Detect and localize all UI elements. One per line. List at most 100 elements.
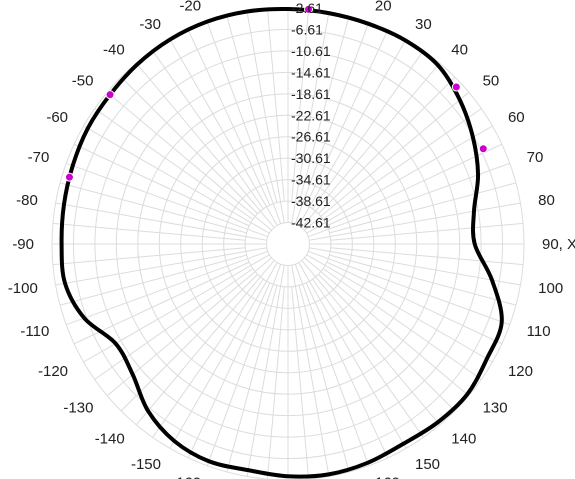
grid-spoke	[66, 162, 269, 238]
angle-tick-label: 60	[508, 109, 525, 126]
grid-spoke	[206, 263, 282, 466]
angle-tick-label: -40	[103, 41, 125, 58]
angle-tick-label: -20	[179, 0, 201, 14]
angle-tick-label: -80	[16, 192, 38, 209]
angle-tick-label: 130	[483, 399, 508, 416]
grid-spoke	[294, 22, 370, 225]
angle-tick-label: -90	[12, 236, 34, 253]
grid-spoke	[169, 262, 278, 449]
grid-spoke	[83, 125, 270, 234]
grid-spoke	[306, 254, 493, 363]
angle-tick-label: 80	[538, 192, 555, 209]
series-line-0	[59, 6, 504, 479]
grid-spoke	[329, 182, 517, 234]
grid-spoke	[304, 257, 470, 397]
angle-tick-label: -50	[72, 73, 94, 90]
angle-tick-label: -100	[8, 280, 38, 297]
radial-tick-label: -34.61	[291, 172, 331, 188]
radial-tick-label: -6.61	[291, 21, 323, 37]
grid-spoke	[266, 286, 285, 479]
radial-tick-label: -26.61	[291, 129, 331, 145]
grid-spoke	[187, 29, 271, 206]
radial-tick-label: -30.61	[291, 150, 331, 166]
radial-tick-label: -42.61	[291, 215, 331, 231]
grid-spoke	[246, 265, 285, 477]
angle-tick-label: 110	[527, 323, 551, 340]
grid-spoke	[326, 143, 503, 227]
angle-tick-label: -150	[131, 456, 161, 473]
data-marker-3	[105, 90, 115, 100]
series-layer	[59, 6, 504, 479]
grid-spoke	[322, 268, 482, 380]
grid-spoke	[120, 76, 259, 215]
grid-spoke	[52, 222, 246, 241]
grid-spoke	[52, 247, 246, 266]
grid-spoke	[152, 50, 264, 210]
grid-spoke	[169, 39, 278, 226]
grid-spoke	[317, 273, 456, 412]
grid-spoke	[330, 247, 524, 266]
grid-spoke	[120, 273, 259, 412]
grid-spoke	[59, 254, 247, 306]
grid-spoke	[301, 62, 441, 228]
grid-spoke	[307, 250, 510, 326]
grid-spoke	[298, 15, 350, 203]
grid-spoke	[187, 282, 271, 459]
angle-tick-label: -130	[63, 399, 93, 416]
grid-spoke	[73, 143, 250, 227]
data-marker-4	[64, 172, 74, 182]
grid-spoke	[206, 22, 282, 225]
grid-spoke	[317, 76, 456, 215]
angle-tick-label: 70	[527, 149, 544, 166]
marker-layer	[64, 4, 488, 182]
grid-spoke	[226, 285, 278, 473]
grid-spoke	[291, 8, 310, 202]
grid-spoke	[312, 50, 424, 210]
grid-spoke	[55, 202, 267, 241]
grid-spoke	[322, 108, 482, 220]
angle-tick-label: 50	[483, 73, 500, 90]
polar-grid	[51, 7, 525, 479]
grid-spoke	[298, 262, 407, 449]
data-marker-2	[478, 144, 488, 154]
grid-spoke	[304, 91, 470, 231]
grid-spoke	[73, 261, 250, 345]
grid-spoke	[330, 222, 524, 241]
angle-tick-label: -120	[38, 363, 68, 380]
grid-spoke	[294, 263, 370, 466]
angle-tick-label: 30	[415, 16, 432, 33]
grid-spoke	[152, 278, 264, 438]
data-marker-1	[451, 82, 461, 92]
grid-spoke	[326, 261, 503, 345]
angle-tick-label: -110	[20, 323, 49, 340]
angle-tick-label: 90, X	[542, 236, 575, 253]
grid-spoke	[291, 11, 330, 223]
grid-spoke	[59, 182, 247, 234]
grid-spoke	[301, 260, 441, 426]
grid-spoke	[306, 125, 493, 234]
grid-spoke	[309, 202, 521, 241]
radial-tick-label: -14.61	[291, 64, 331, 80]
angle-tick-label: -60	[46, 109, 68, 126]
angle-tick-label: 150	[415, 456, 440, 473]
grid-spoke	[298, 39, 407, 226]
grid-spoke	[312, 278, 424, 438]
grid-spoke	[291, 286, 310, 479]
angle-tick-label: 100	[538, 280, 563, 297]
grid-spoke	[106, 257, 272, 397]
angle-tick-label: -70	[28, 149, 50, 166]
angle-tick-label: 160	[375, 475, 400, 479]
grid-spoke	[135, 62, 275, 228]
grid-spoke	[94, 108, 254, 220]
angle-tick-label: -30	[139, 16, 161, 33]
grid-spoke	[305, 282, 389, 459]
angle-tick-labels: -160 -150 -140-130 -120 -110 -100 -90 -80 -70 -60…	[8, 0, 575, 479]
radial-tick-label: -38.61	[291, 193, 331, 209]
data-marker-0	[304, 4, 314, 14]
angle-tick-label: -160	[171, 475, 201, 479]
angle-tick-label: -140	[95, 431, 125, 448]
grid-spoke	[305, 29, 389, 206]
angle-tick-label: 120	[508, 363, 533, 380]
grid-spoke	[135, 260, 275, 426]
